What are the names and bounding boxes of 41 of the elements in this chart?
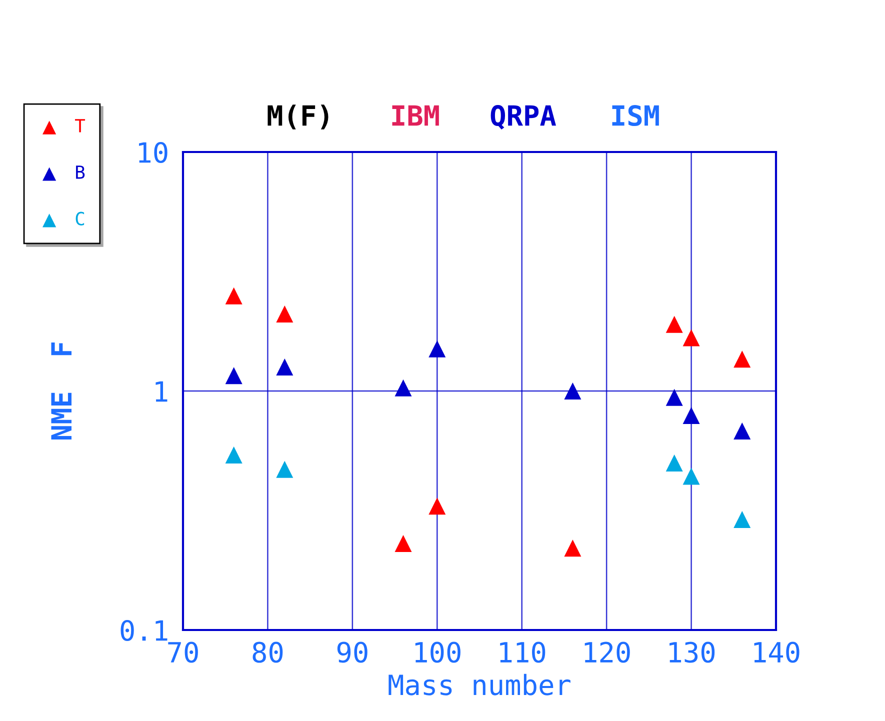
point [276, 460, 294, 478]
y-tick-label: 1 [156, 381, 168, 402]
point [276, 305, 294, 322]
point [564, 540, 582, 557]
x-tick-label: 70 [168, 642, 198, 663]
legend-label: C [76, 212, 84, 226]
text: M(F) [268, 104, 328, 130]
x-tick-label: 100 [415, 642, 460, 663]
point [225, 446, 242, 464]
point [394, 379, 412, 396]
x-tick-label: 90 [337, 642, 368, 663]
x-tick-label: 80 [252, 642, 283, 663]
legend-label: T [75, 119, 86, 132]
point [225, 367, 242, 384]
y-tick-label: 10 [139, 142, 168, 164]
point [428, 340, 446, 358]
y-tick-label: 0.1 [120, 620, 168, 642]
point [734, 510, 751, 528]
x-tick-label: 110 [500, 642, 546, 663]
point [734, 422, 751, 440]
point [666, 388, 683, 406]
point [682, 406, 700, 424]
point [666, 454, 683, 472]
legend-label: B [76, 166, 85, 179]
point [276, 358, 294, 376]
text: IBM [392, 105, 439, 126]
point [682, 468, 700, 485]
x-axis-title: Mass number [388, 674, 570, 696]
point [734, 350, 751, 368]
x-tick-label: 140 [754, 642, 800, 663]
point [225, 287, 242, 304]
x-tick-label: 120 [584, 642, 630, 663]
point [394, 535, 412, 552]
text: QRPA [490, 105, 556, 130]
text: ISM [612, 105, 659, 126]
point [564, 382, 582, 400]
y-axis-title: NME F [51, 342, 72, 440]
point [428, 498, 446, 515]
x-tick-label: 130 [670, 642, 715, 663]
point [666, 316, 683, 333]
point [682, 329, 700, 346]
